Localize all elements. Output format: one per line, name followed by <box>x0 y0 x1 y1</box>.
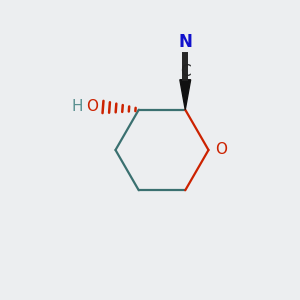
Text: N: N <box>178 33 192 51</box>
Text: H: H <box>72 99 83 114</box>
Text: C: C <box>180 64 190 79</box>
Text: O: O <box>215 142 227 158</box>
Text: O: O <box>86 99 98 114</box>
Polygon shape <box>180 80 191 110</box>
